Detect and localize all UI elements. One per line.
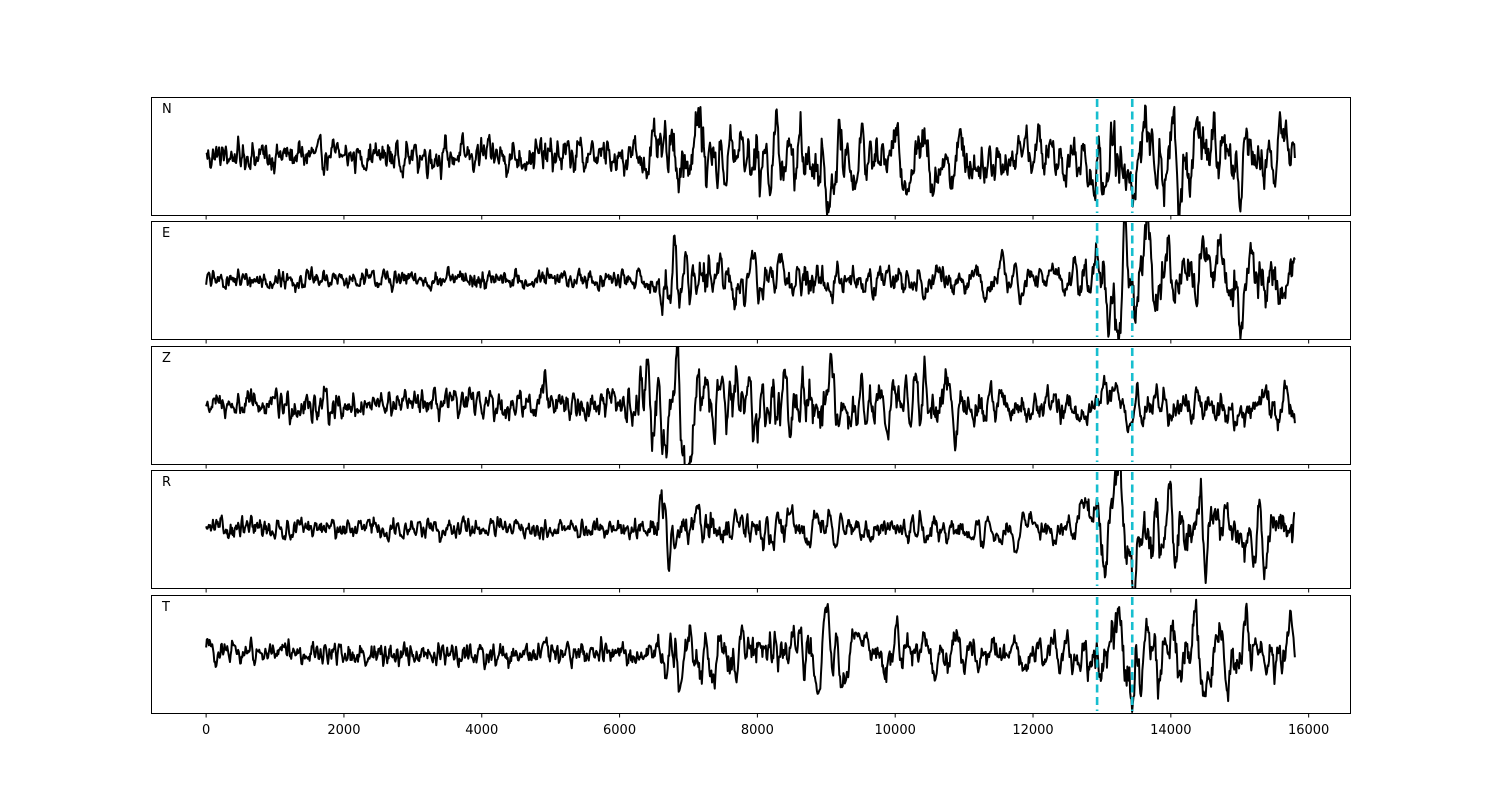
trace-line-e — [205, 221, 1296, 339]
x-tick-label: 14000 — [1150, 723, 1191, 738]
panel-n: N — [151, 97, 1351, 220]
x-tick-label: 4000 — [465, 723, 498, 738]
panel-e: E — [151, 221, 1351, 344]
panel-t: T — [151, 595, 1351, 718]
trace-line-r — [205, 470, 1296, 588]
panel-label: E — [162, 226, 170, 241]
x-tick-label: 10000 — [875, 723, 916, 738]
panel-z: Z — [151, 346, 1351, 469]
x-tick-label: 12000 — [1012, 723, 1053, 738]
panel-frame — [151, 221, 1351, 340]
trace-panels: N E Z R T — [151, 97, 1351, 718]
x-tick-label: 2000 — [327, 723, 360, 738]
panel-label: T — [161, 600, 170, 615]
panel-frame — [151, 470, 1351, 589]
x-axis: 0 2000 4000 6000 8000 10000 12000 14000 16000 — [202, 723, 1329, 738]
panel-label: Z — [162, 351, 171, 366]
trace-line-t — [205, 598, 1296, 713]
trace-line-n — [205, 104, 1296, 215]
panel-frame — [151, 346, 1351, 465]
panel-frame — [151, 97, 1351, 216]
x-tick-label: 6000 — [603, 723, 636, 738]
panel-label: R — [162, 475, 171, 490]
trace-line-z — [205, 346, 1296, 464]
x-tick-label: 8000 — [741, 723, 774, 738]
panel-label: N — [162, 102, 172, 117]
panel-frame — [151, 595, 1351, 714]
x-tick-label: 16000 — [1288, 723, 1329, 738]
x-tick-label: 0 — [202, 723, 210, 738]
panel-r: R — [151, 470, 1351, 593]
